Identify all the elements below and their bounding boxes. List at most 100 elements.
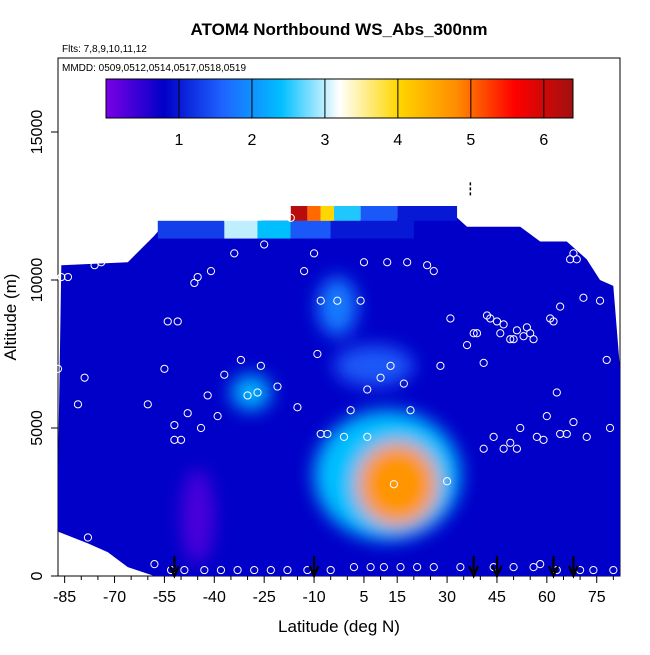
observation-point	[313, 349, 322, 359]
observation-point	[506, 438, 515, 447]
observation-point	[556, 429, 565, 439]
observation-point	[183, 409, 192, 418]
observation-point	[489, 432, 498, 441]
top-band-segment	[330, 220, 414, 239]
observation-point	[436, 361, 445, 370]
observation-point	[609, 565, 618, 575]
observation-point	[110, 237, 119, 246]
observation-point	[389, 480, 398, 489]
observation-point	[486, 314, 495, 323]
flight-arrow	[468, 556, 480, 579]
observation-point	[446, 314, 455, 323]
observation-point	[363, 385, 372, 394]
observation-point	[516, 423, 525, 433]
colorbar-tick-label: 4	[393, 132, 402, 149]
observation-point	[63, 272, 73, 282]
flight-arrow	[567, 556, 579, 579]
observation-point	[479, 444, 488, 453]
observation-point	[499, 444, 508, 453]
observation-point	[233, 565, 242, 575]
top-band-segment	[157, 220, 225, 239]
observation-points	[53, 213, 618, 575]
observation-point	[605, 423, 615, 433]
flight-arrows	[168, 556, 579, 579]
x-tick-label: -85	[53, 589, 76, 606]
observation-point	[256, 361, 265, 370]
observation-point	[127, 231, 136, 240]
observation-point	[556, 302, 565, 311]
y-axis: 0 5000 10000 15000	[29, 110, 58, 580]
observation-point	[399, 379, 408, 388]
y-tick-label: 15000	[29, 110, 46, 155]
field-blob	[317, 277, 358, 337]
x-tick-label: 5	[359, 589, 368, 606]
observation-point	[200, 565, 209, 575]
x-tick-label: 60	[538, 589, 556, 606]
observation-point	[206, 267, 216, 276]
observation-point	[236, 355, 245, 365]
observation-point	[230, 249, 239, 258]
observation-point	[442, 477, 452, 486]
observation-point	[103, 246, 112, 255]
observation-point	[542, 412, 551, 421]
observation-point	[529, 563, 538, 572]
observation-point	[193, 272, 202, 282]
observation-point	[562, 429, 571, 439]
observation-point	[383, 258, 392, 267]
observation-point	[180, 565, 189, 575]
observation-point	[80, 373, 89, 382]
top-strip-segment	[334, 206, 361, 221]
observation-point	[243, 391, 252, 400]
observation-point	[213, 412, 222, 421]
top-band-segment	[224, 220, 258, 239]
observation-point	[349, 563, 359, 572]
observation-point	[512, 326, 522, 335]
observation-point	[253, 388, 262, 397]
observation-point	[512, 444, 522, 453]
flight-arrow	[168, 556, 180, 579]
y-axis-label: Altitude (m)	[1, 274, 20, 361]
observation-point	[549, 317, 558, 326]
observation-point	[170, 435, 179, 444]
observation-point	[83, 533, 93, 542]
chart-subtitle-flights: Flts: 7,8,9,10,11,12	[62, 44, 147, 55]
x-tick-label: -40	[203, 589, 226, 606]
top-strip-segment	[320, 206, 335, 221]
colorbar-tick-label: 3	[320, 132, 329, 149]
x-tick-label: 15	[388, 589, 406, 606]
observation-point	[579, 293, 588, 302]
observation-point	[326, 565, 335, 575]
flight-arrow	[547, 556, 559, 579]
observation-point	[220, 370, 229, 379]
chart-title: ATOM4 Northbound WS_Abs_300nm	[191, 20, 488, 39]
observation-point	[333, 296, 342, 305]
observation-point	[250, 565, 259, 575]
top-strip-segment	[360, 206, 398, 221]
observation-point	[203, 391, 212, 400]
observation-point	[456, 563, 465, 572]
observation-point	[356, 296, 365, 305]
observation-point	[423, 261, 432, 270]
upper-bands	[157, 182, 472, 239]
observation-point	[572, 255, 581, 264]
observation-point	[472, 329, 482, 338]
x-tick-label: 45	[488, 589, 506, 606]
y-tick-label: 10000	[29, 258, 46, 303]
field-blob	[230, 374, 271, 411]
top-band-segment	[290, 220, 331, 239]
observation-point	[316, 296, 325, 305]
observation-point	[266, 565, 275, 575]
x-tick-label: -10	[302, 589, 325, 606]
observation-point	[536, 560, 545, 569]
y-tick-label: 5000	[29, 410, 46, 446]
observation-point	[97, 258, 106, 267]
x-tick-label: -25	[253, 589, 276, 606]
observation-point	[173, 317, 182, 326]
observation-point	[386, 361, 395, 370]
observation-point	[73, 400, 83, 409]
observation-point	[150, 560, 159, 569]
observation-point	[170, 420, 179, 430]
observation-point	[339, 432, 349, 441]
